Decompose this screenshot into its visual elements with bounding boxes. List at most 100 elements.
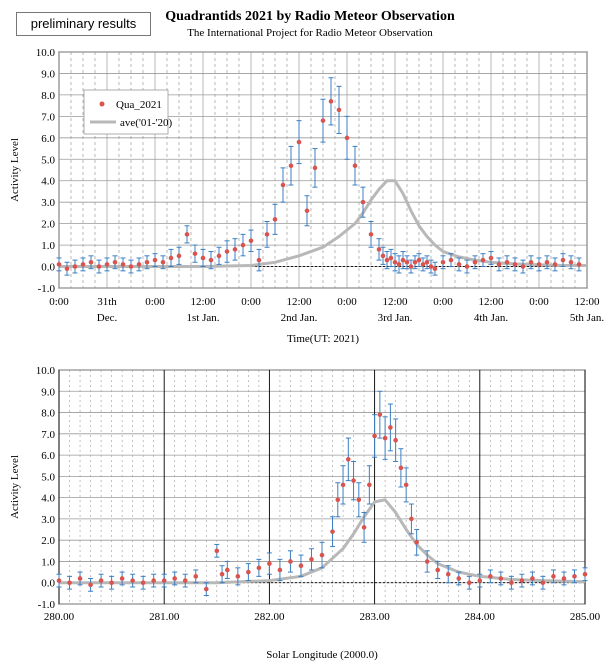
data-point (256, 565, 262, 571)
data-point (376, 247, 382, 252)
data-point (435, 567, 441, 573)
y-tick-label: 9.0 (41, 68, 55, 80)
data-point (409, 516, 414, 522)
data-point (440, 259, 446, 265)
x-tick-label: 280.00 (44, 611, 75, 623)
data-point (536, 262, 542, 267)
data-point (219, 571, 225, 577)
data-point (528, 259, 534, 265)
data-point (225, 567, 230, 573)
x-axis-label: Time(UT: 2021) (287, 333, 359, 345)
data-point (203, 586, 209, 592)
data-point (256, 257, 262, 263)
data-point (130, 578, 135, 583)
data-point (346, 457, 351, 462)
data-point (77, 576, 83, 581)
data-point (393, 437, 398, 443)
data-point (64, 266, 70, 271)
data-point (544, 259, 550, 265)
data-point (96, 264, 102, 269)
data-point (519, 578, 525, 583)
data-point (224, 249, 230, 254)
data-point (576, 262, 582, 267)
data-point (309, 557, 314, 562)
data-point (288, 163, 294, 169)
data-point (296, 139, 302, 145)
y-tick-label: 2.0 (41, 219, 55, 231)
data-point (104, 262, 110, 267)
data-point (520, 264, 526, 269)
data-point (377, 412, 383, 417)
x-tick-label: 12:00 (478, 296, 504, 308)
y-tick-label: 0.0 (41, 262, 55, 274)
data-point (412, 259, 418, 265)
data-point (344, 135, 350, 141)
legend-label-average: ave('01-'20) (120, 117, 173, 129)
data-point (72, 264, 78, 269)
data-point (388, 425, 393, 430)
data-point (182, 578, 188, 583)
data-point (424, 559, 430, 564)
x-tick-date-label: 4th Jan. (474, 312, 508, 324)
data-point (388, 255, 394, 261)
data-point (404, 259, 410, 265)
y-tick-label: 10.0 (36, 47, 56, 59)
y-tick-label: 8.0 (41, 408, 55, 420)
data-point (464, 264, 470, 269)
data-point (356, 497, 362, 503)
data-point (264, 232, 270, 237)
data-point (488, 255, 494, 261)
x-tick-label: 0:00 (241, 296, 261, 308)
time-activity-chart: 10.09.08.07.06.05.04.03.02.01.00.0-1.00:… (9, 47, 604, 345)
data-point (208, 257, 214, 263)
data-point (120, 262, 126, 267)
data-point (319, 552, 325, 558)
legend-label-observed: Qua_2021 (116, 99, 162, 111)
data-point (119, 576, 125, 581)
data-point (368, 232, 374, 237)
data-point (88, 259, 94, 265)
legend-marker-observed (99, 101, 105, 107)
data-point (414, 540, 419, 545)
x-tick-label: 285.00 (570, 611, 601, 623)
x-axis-label: Solar Longitude (2000.0) (266, 649, 378, 661)
data-point (400, 257, 406, 263)
y-axis-label: Activity Level (9, 138, 21, 202)
data-point (312, 165, 318, 171)
y-tick-label: 7.0 (41, 111, 55, 123)
y-tick-label: 7.0 (41, 429, 55, 441)
data-point (428, 264, 434, 269)
y-tick-label: 6.0 (41, 450, 55, 462)
solar-longitude-activity-chart: 10.09.08.07.06.05.04.03.02.01.00.0-1.028… (9, 365, 601, 661)
data-point (416, 257, 422, 263)
y-tick-label: 5.0 (41, 154, 55, 166)
data-point (320, 118, 326, 123)
data-point (214, 548, 220, 554)
data-point (504, 259, 510, 265)
x-tick-date-label: 1st Jan. (187, 312, 220, 324)
data-point (498, 576, 504, 581)
data-point (456, 262, 462, 267)
data-point (56, 262, 62, 267)
data-point (352, 163, 358, 169)
data-point (509, 580, 514, 586)
data-point (193, 574, 199, 579)
data-point (88, 582, 93, 588)
data-point (540, 580, 546, 586)
x-tick-label: 0:00 (49, 296, 69, 308)
chart-title: Quadrantids 2021 by Radio Meteor Observa… (165, 9, 455, 24)
data-point (398, 465, 404, 471)
data-point (572, 574, 577, 579)
data-point (560, 257, 566, 263)
y-tick-label: 3.0 (41, 514, 55, 526)
data-point (192, 251, 198, 256)
data-point (128, 264, 134, 269)
x-tick-label: 0:00 (145, 296, 165, 308)
data-point (168, 255, 174, 261)
data-point (144, 259, 150, 265)
data-point (328, 99, 334, 104)
data-point (382, 435, 388, 441)
x-tick-label: 31th (97, 296, 117, 308)
data-point (477, 578, 483, 583)
y-tick-label: -1.0 (38, 283, 56, 295)
